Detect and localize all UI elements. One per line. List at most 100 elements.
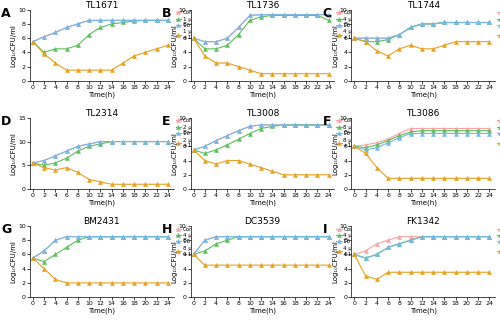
32 μg/ml PFK-158 bbox=[475, 235, 481, 239]
4 μg/ml COL bbox=[202, 249, 208, 253]
2 μg/ml COL bbox=[419, 22, 425, 26]
2 μg/ml COL
+16 μg/ml PFK-158 bbox=[385, 54, 391, 58]
4 μg/ml COL bbox=[120, 235, 126, 239]
Text: H: H bbox=[162, 223, 172, 236]
4 μg/ml COL
+16 μg/ml PFK-158 bbox=[247, 263, 253, 267]
16 μg/ml PFK-158 bbox=[314, 235, 320, 239]
8 μg/ml COL
+16 μg/ml PFK-158 bbox=[213, 162, 219, 166]
Title: DC3539: DC3539 bbox=[244, 217, 280, 226]
Line: 1 μg/ml COL
+16 μg/ml PFK-158: 1 μg/ml COL +16 μg/ml PFK-158 bbox=[30, 40, 170, 72]
Control bbox=[52, 154, 59, 158]
Line: 2 μg/ml COL: 2 μg/ml COL bbox=[352, 20, 492, 44]
4 μg/ml COL
+16 μg/ml PFK-158 bbox=[247, 68, 253, 72]
8 μg/ml COL bbox=[213, 148, 219, 152]
Title: FK1342: FK1342 bbox=[406, 217, 440, 226]
16 μg/ml PFK-158 bbox=[475, 21, 481, 25]
8 μg/ml COL bbox=[374, 253, 380, 256]
16 μg/ml PFK-158 bbox=[303, 235, 309, 239]
8 μg/ml COL bbox=[190, 148, 196, 152]
Control bbox=[202, 40, 208, 44]
Control bbox=[213, 40, 219, 44]
32 μg/ml PFK-158 bbox=[362, 256, 368, 260]
4 μg/ml COL
+16 μg/ml PFK-158 bbox=[224, 61, 230, 65]
Line: 16 μg/ml PFK-158: 16 μg/ml PFK-158 bbox=[192, 123, 330, 152]
16 μg/ml PFK-158 bbox=[64, 149, 70, 153]
4 μg/ml COL bbox=[270, 14, 276, 17]
8 μg/ml COL
+32 μg/ml PFK-158 bbox=[486, 176, 492, 180]
1 μg/ml COL bbox=[142, 18, 148, 22]
8 μg/ml COL
+16 μg/ml PFK-158 bbox=[75, 281, 81, 285]
Control bbox=[131, 235, 137, 239]
32 μg/ml PFK-158 bbox=[396, 242, 402, 246]
4 μg/ml COL
+16 μg/ml PFK-158 bbox=[280, 263, 286, 267]
16 μg/ml PFK-158 bbox=[352, 36, 358, 40]
4 μg/ml COL
+16 μg/ml PFK-158 bbox=[303, 72, 309, 76]
8 μg/ml COL
+32 μg/ml PFK-158 bbox=[362, 274, 368, 278]
16 μg/ml PFK-158 bbox=[270, 123, 276, 127]
4 μg/ml COL
+16 μg/ml PFK-158 bbox=[292, 263, 298, 267]
1 μg/ml COL
+16 μg/ml PFK-158 bbox=[75, 68, 81, 72]
8 μg/ml COL bbox=[452, 235, 458, 239]
32 μg/ml PFK-158 bbox=[352, 144, 358, 148]
Control bbox=[236, 129, 242, 133]
4 μg/ml COL bbox=[202, 47, 208, 51]
Line: 16 μg/ml PFK-158: 16 μg/ml PFK-158 bbox=[192, 234, 330, 256]
1 μg/ml COL
+16 μg/ml PFK-158 bbox=[154, 47, 160, 51]
4 μg/ml COL bbox=[154, 235, 160, 239]
Y-axis label: Log₁₀CFU/ml: Log₁₀CFU/ml bbox=[332, 132, 338, 175]
8 μg/ml COL
+32 μg/ml PFK-158 bbox=[362, 151, 368, 155]
2 μg/ml COL bbox=[75, 149, 81, 153]
16 μg/ml PFK-158 bbox=[165, 235, 171, 239]
8 μg/ml COL bbox=[292, 123, 298, 127]
Control bbox=[486, 235, 492, 239]
Control bbox=[314, 13, 320, 16]
16 μg/ml PFK-158 bbox=[419, 22, 425, 26]
16 μg/ml PFK-158 bbox=[280, 13, 286, 16]
Y-axis label: Log₁₀CFU/ml: Log₁₀CFU/ml bbox=[172, 240, 177, 283]
2 μg/ml COL bbox=[52, 161, 59, 165]
Control bbox=[190, 148, 196, 152]
4 μg/ml COL bbox=[142, 235, 148, 239]
8 μg/ml COL
+16 μg/ml PFK-158 bbox=[131, 281, 137, 285]
Control bbox=[213, 235, 219, 239]
Control bbox=[464, 235, 470, 239]
Control bbox=[314, 123, 320, 127]
8 μg/ml COL bbox=[408, 130, 414, 134]
16 μg/ml PFK-158 bbox=[108, 235, 114, 239]
4 μg/ml COL bbox=[108, 235, 114, 239]
X-axis label: Time(h): Time(h) bbox=[88, 200, 116, 206]
Title: TL3086: TL3086 bbox=[406, 109, 440, 118]
8 μg/ml COL bbox=[419, 235, 425, 239]
4 μg/ml COL bbox=[303, 14, 309, 17]
16 μg/ml PFK-158 bbox=[202, 40, 208, 44]
Control bbox=[247, 14, 253, 17]
Control bbox=[486, 21, 492, 25]
16 μg/ml PFK-158 bbox=[86, 18, 92, 22]
16 μg/ml PFK-158 bbox=[362, 36, 368, 40]
1 μg/ml COL
+16 μg/ml PFK-158 bbox=[120, 61, 126, 65]
X-axis label: Time(h): Time(h) bbox=[88, 91, 116, 98]
16 μg/ml PFK-158 bbox=[314, 123, 320, 127]
Line: 16 μg/ml PFK-158: 16 μg/ml PFK-158 bbox=[352, 20, 492, 40]
16 μg/ml PFK-158 bbox=[142, 18, 148, 22]
16 μg/ml PFK-158 bbox=[326, 13, 332, 16]
Control bbox=[352, 253, 358, 256]
Control bbox=[396, 235, 402, 239]
Control bbox=[236, 26, 242, 29]
8 μg/ml COL bbox=[452, 129, 458, 133]
8 μg/ml COL bbox=[430, 129, 436, 133]
Control bbox=[108, 140, 114, 143]
4 μg/ml COL bbox=[86, 235, 92, 239]
2 μg/ml COL
+16 μg/ml PFK-158 bbox=[419, 47, 425, 51]
1 μg/ml COL
+16 μg/ml PFK-158 bbox=[142, 50, 148, 54]
Control bbox=[154, 235, 160, 239]
Control bbox=[374, 141, 380, 145]
Control bbox=[98, 235, 103, 239]
8 μg/ml COL
+16 μg/ml PFK-158 bbox=[86, 281, 92, 285]
8 μg/ml COL
+32 μg/ml PFK-158 bbox=[475, 270, 481, 274]
16 μg/ml PFK-158 bbox=[247, 14, 253, 17]
X-axis label: Time(h): Time(h) bbox=[249, 200, 276, 206]
1 μg/ml COL
+16 μg/ml PFK-158 bbox=[52, 61, 59, 65]
16 μg/ml PFK-158 bbox=[258, 13, 264, 16]
4 μg/ml COL bbox=[236, 235, 242, 239]
